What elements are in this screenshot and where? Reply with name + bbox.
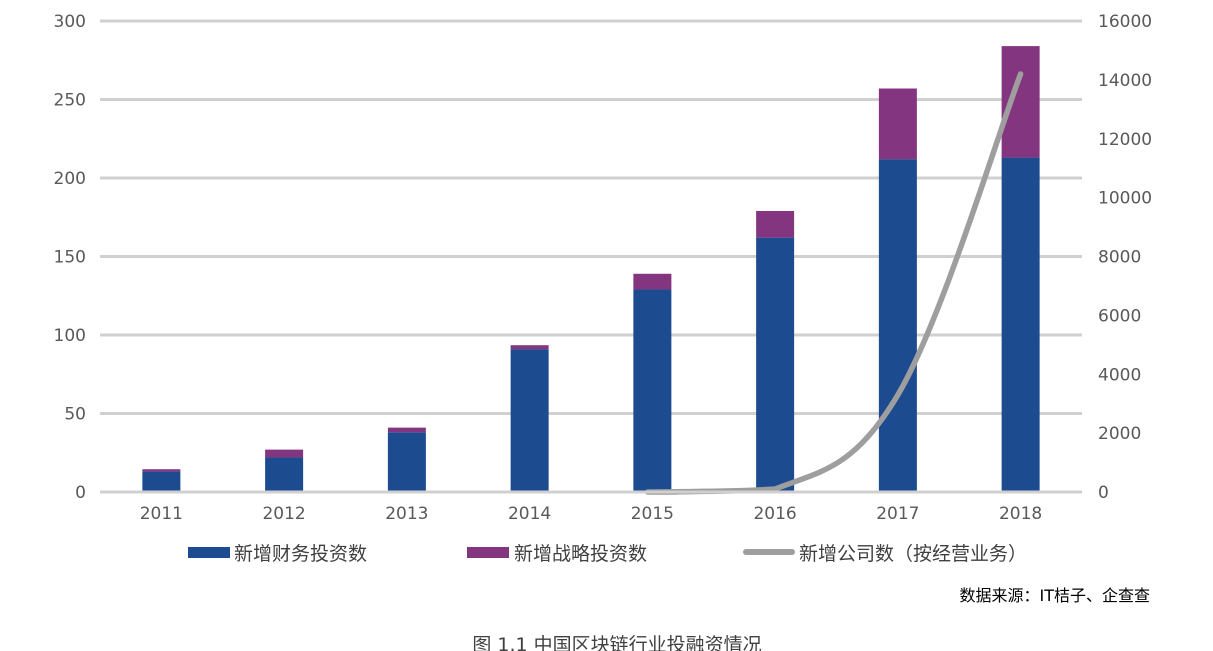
bar-strategic-2015	[633, 273, 672, 290]
right-tick-8000: 8000	[1098, 248, 1141, 268]
bar-finance-2018	[1001, 157, 1040, 492]
left-tick-200: 200	[54, 169, 86, 189]
bar-strategic-2014	[510, 345, 549, 350]
x-tick-2016: 2016	[753, 504, 796, 524]
x-tick-2018: 2018	[999, 504, 1042, 524]
bar-strategic-2012	[265, 449, 304, 458]
legend-label-strategic: 新增战略投资数	[514, 543, 647, 565]
bar-finance-2014	[510, 349, 549, 492]
legend-swatch-strategic	[467, 547, 509, 558]
line-company-count	[645, 71, 1024, 495]
legend: 新增财务投资数 新增战略投资数 新增公司数（按经营业务）	[188, 543, 1027, 565]
x-tick-2013: 2013	[385, 504, 428, 524]
bar-finance-2013	[387, 432, 426, 492]
bar-strategic-2017	[878, 88, 917, 160]
x-axis-ticks: 2011 2012 2013 2014 2015 2016 2017 2018	[100, 490, 1082, 524]
bar-strategic-2013	[387, 427, 426, 433]
data-source: 数据来源：IT桔子、企查查	[960, 586, 1151, 605]
left-tick-150: 150	[54, 248, 86, 268]
bar-strategic-2018	[1001, 46, 1040, 158]
x-tick-2015: 2015	[631, 504, 674, 524]
left-axis-ticks: 0 50 100 150 200 250 300	[54, 12, 86, 503]
right-tick-14000: 14000	[1098, 71, 1152, 91]
bar-finance-2012	[265, 457, 304, 492]
bar-finance-2016	[756, 237, 795, 492]
left-tick-100: 100	[54, 326, 86, 346]
left-tick-0: 0	[75, 483, 86, 503]
legend-label-company: 新增公司数（按经营业务）	[799, 543, 1027, 565]
x-tick-2012: 2012	[262, 504, 305, 524]
bar-finance-2011	[142, 471, 181, 492]
legend-swatch-finance	[188, 547, 230, 558]
right-tick-6000: 6000	[1098, 306, 1141, 326]
right-tick-4000: 4000	[1098, 365, 1141, 385]
right-axis-ticks: 0 2000 4000 6000 8000 10000 12000 14000 16000	[1098, 12, 1152, 503]
gridlines	[100, 19, 1082, 494]
right-tick-0: 0	[1098, 483, 1109, 503]
x-tick-2011: 2011	[140, 504, 183, 524]
right-tick-10000: 10000	[1098, 189, 1152, 209]
right-tick-16000: 16000	[1098, 12, 1152, 32]
left-tick-50: 50	[64, 405, 86, 425]
figure-caption: 图 1.1 中国区块链行业投融资情况	[472, 634, 761, 651]
bar-strategic-2011	[142, 469, 181, 472]
x-tick-2014: 2014	[508, 504, 551, 524]
right-tick-12000: 12000	[1098, 130, 1152, 150]
bar-finance-2015	[633, 289, 672, 492]
legend-label-finance: 新增财务投资数	[234, 543, 367, 565]
left-tick-300: 300	[54, 12, 86, 32]
right-tick-2000: 2000	[1098, 424, 1141, 444]
bar-finance-2017	[878, 159, 917, 492]
bars	[142, 46, 1040, 492]
left-tick-250: 250	[54, 91, 86, 111]
company-line	[645, 71, 1024, 495]
x-tick-2017: 2017	[876, 504, 919, 524]
bar-strategic-2016	[756, 210, 795, 238]
